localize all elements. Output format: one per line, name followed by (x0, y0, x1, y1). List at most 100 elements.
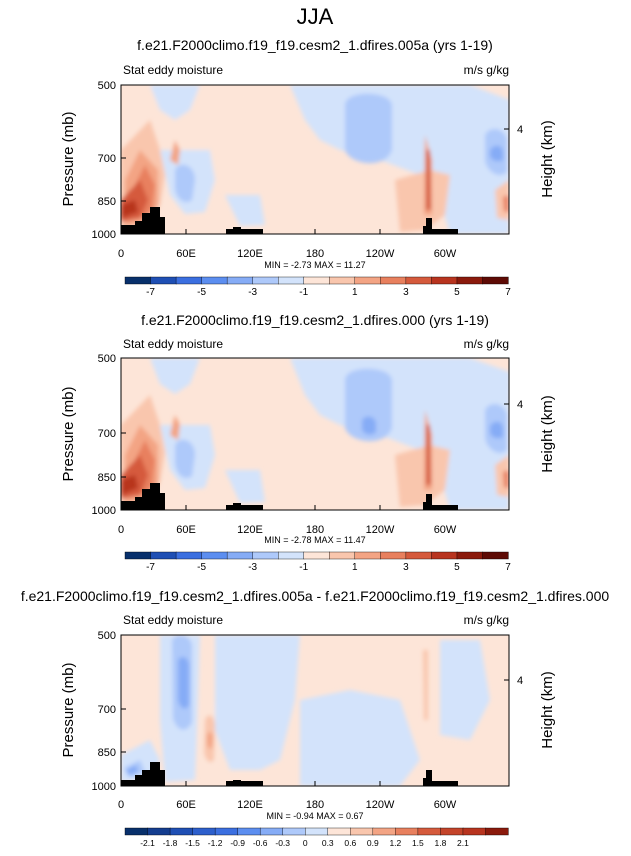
panel-2: f.e21.F2000climo.f19_f19.cesm2_1.dfires.… (60, 312, 556, 573)
colorbar-swatch (431, 276, 458, 285)
panel-2-xtick: 120W (366, 524, 395, 536)
colorbar-tick-label: 5 (454, 287, 460, 298)
panel-2-variable-label: Stat eddy moisture (123, 337, 223, 351)
panel-1-minmax: MIN = -2.73 MAX = 11.27 (264, 260, 365, 270)
panel-3: f.e21.F2000climo.f19_f19.cesm2_1.dfires.… (21, 588, 610, 848)
panel-3-y-ticks: 500 700 850 1000 (92, 630, 126, 793)
panel-1-xtick: 120E (237, 248, 263, 260)
panel-1-y-ticks: 500 700 850 1000 (92, 80, 126, 241)
colorbar-swatch (405, 551, 433, 560)
colorbar-tick-label: 7 (505, 562, 511, 573)
colorbar-swatch (278, 276, 305, 285)
panel-1-ylabel-right: Height (km) (539, 120, 556, 198)
colorbar-swatch (226, 551, 254, 560)
colorbar-swatch (124, 276, 152, 285)
panel-2-x-ticks: 0 60E 120E 180 120W 60W (118, 505, 457, 536)
panel-3-xtick: 180 (306, 799, 324, 811)
colorbar-swatch (327, 827, 351, 836)
colorbar-swatch (380, 551, 407, 560)
colorbar-tick-label: -0.6 (253, 838, 268, 848)
colorbar-tick-label: -5 (197, 562, 206, 573)
colorbar-swatch (303, 276, 330, 285)
panel-1-x-ticks: 0 60E 120E 180 120W 60W (118, 229, 457, 260)
colorbar-swatch (354, 551, 381, 560)
colorbar-tick-label: -1.2 (208, 838, 223, 848)
colorbar-swatch (175, 551, 203, 560)
colorbar-swatch (303, 551, 330, 560)
panel-2-title: f.e21.F2000climo.f19_f19.cesm2_1.dfires.… (141, 312, 489, 328)
colorbar-tick-label: -7 (146, 287, 155, 298)
panel-1-xtick: 120W (366, 248, 395, 260)
panel-2-field (121, 358, 509, 510)
colorbar-tick-label: -1.8 (163, 838, 178, 848)
colorbar-swatch (226, 276, 254, 285)
colorbar-tick-label: 1.8 (434, 838, 446, 848)
colorbar-tick-label: -1.5 (185, 838, 200, 848)
panel-1-ytick: 700 (98, 153, 116, 165)
colorbar-tick-label: 1 (352, 562, 358, 573)
panel-3-xtick: 60W (434, 799, 457, 811)
colorbar-swatch (485, 827, 509, 836)
colorbar-swatch (380, 276, 407, 285)
colorbar-swatch (201, 276, 228, 285)
colorbar-tick-label: -3 (248, 562, 257, 573)
panel-1-units-label: m/s g/kg (464, 63, 509, 77)
panel-2-ylabel: Pressure (mb) (60, 386, 77, 481)
panel-3-colorbar: -2.1 -1.8 -1.5 -1.2 -0.9 -0.6 -0.3 0 0.3 0.6 0.9 1.… (124, 827, 509, 848)
panel-1-field (121, 85, 509, 234)
panel-3-minmax: MIN = -0.94 MAX = 0.67 (266, 811, 363, 821)
panel-2-ytick: 1000 (92, 505, 116, 517)
colorbar-tick-label: 0.9 (367, 838, 379, 848)
colorbar-swatch (192, 827, 216, 836)
colorbar-swatch (405, 276, 433, 285)
colorbar-tick-label: 1 (352, 287, 358, 298)
panel-3-xtick: 120E (237, 799, 263, 811)
panel-3-variable-label: Stat eddy moisture (123, 613, 223, 627)
panel-3-ytick: 700 (98, 704, 116, 716)
colorbar-swatch (482, 276, 509, 285)
colorbar-tick-label: -1 (299, 562, 308, 573)
colorbar-swatch (440, 827, 464, 836)
panel-2-xtick: 120E (237, 524, 263, 536)
colorbar-tick-label: 0.6 (344, 838, 356, 848)
panel-1-xtick: 180 (306, 248, 324, 260)
colorbar-tick-label: -1 (299, 287, 308, 298)
panel-2-right-ytick: 4 (517, 399, 523, 411)
panel-2-minmax: MIN = -2.78 MAX = 11.47 (264, 535, 365, 545)
colorbar-swatch (124, 551, 152, 560)
colorbar-tick-label: -2.1 (140, 838, 155, 848)
colorbar-swatch (201, 551, 228, 560)
panel-3-ytick: 850 (98, 747, 116, 759)
colorbar-tick-label: 7 (505, 287, 511, 298)
colorbar-swatch (417, 827, 442, 836)
colorbar-swatch (329, 276, 356, 285)
colorbar-swatch (456, 551, 484, 560)
colorbar-swatch (354, 276, 381, 285)
panel-3-right-ytick: 4 (517, 675, 523, 687)
panel-2-ytick: 700 (98, 428, 116, 440)
colorbar-tick-label: -3 (248, 287, 257, 298)
colorbar-tick-label: 3 (403, 287, 409, 298)
panel-3-x-ticks: 0 60E 120E 180 120W 60W (118, 781, 457, 811)
panel-2-ytick: 500 (98, 353, 116, 365)
panel-1-variable-label: Stat eddy moisture (123, 63, 223, 77)
colorbar-tick-label: 5 (454, 562, 460, 573)
colorbar-swatch (169, 827, 194, 836)
panel-1-ytick: 850 (98, 196, 116, 208)
panel-1-colorbar: -7 -5 -3 -1 1 3 5 7 (124, 276, 511, 298)
colorbar-swatch (259, 827, 284, 836)
panel-1-right-ytick: 4 (517, 124, 523, 136)
panel-2-ytick: 850 (98, 472, 116, 484)
colorbar-swatch (329, 551, 356, 560)
colorbar-swatch (482, 551, 509, 560)
panel-1-xtick: 60W (434, 248, 457, 260)
colorbar-swatch (252, 276, 279, 285)
panel-2-units-label: m/s g/kg (464, 337, 509, 351)
colorbar-swatch (237, 827, 261, 836)
colorbar-swatch (305, 827, 329, 836)
panel-3-ytick: 1000 (92, 781, 116, 793)
colorbar-swatch (252, 551, 279, 560)
panel-2-xtick: 60W (434, 524, 457, 536)
colorbar-swatch (462, 827, 487, 836)
colorbar-tick-label: -7 (146, 562, 155, 573)
